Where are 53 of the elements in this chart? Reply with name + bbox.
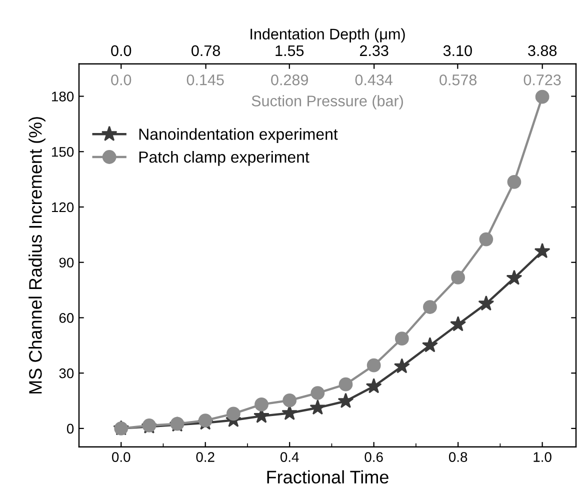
point <box>506 270 522 285</box>
annotation: 0.0 <box>111 74 132 86</box>
point <box>282 393 297 408</box>
x2-axis-title: Indentation Depth (μm) <box>250 28 405 42</box>
x2-tick-label: 0.0 <box>111 45 132 56</box>
annotation: 0.145 <box>186 74 224 86</box>
x-tick-label: 0.2 <box>196 452 214 462</box>
x-tick-label: 0.0 <box>112 452 130 462</box>
point <box>226 406 240 421</box>
point <box>366 378 382 394</box>
y-tick-label: 150 <box>52 146 74 157</box>
y-tick-label: 30 <box>59 368 74 378</box>
point <box>254 398 268 412</box>
x2-tick-label: 0.78 <box>192 45 220 56</box>
annotation: 0.578 <box>440 74 477 86</box>
x-tick-label: 0.6 <box>364 452 383 462</box>
point <box>422 337 438 352</box>
x-tick-label: 0.8 <box>448 452 468 462</box>
point <box>478 295 494 311</box>
annotation: 0.434 <box>355 74 392 86</box>
x-tick-label: 1.0 <box>534 452 552 462</box>
point <box>338 377 353 392</box>
y-tick-label: 120 <box>52 202 74 212</box>
x-tick-label: 0.4 <box>280 452 299 462</box>
y-tick-label: 60 <box>59 313 74 323</box>
point <box>338 392 354 408</box>
y-tick-label: 90 <box>59 258 74 268</box>
point <box>394 332 409 346</box>
point <box>366 358 381 372</box>
point <box>394 358 410 374</box>
x2-tick-label: 2.33 <box>360 45 388 56</box>
point <box>198 414 212 428</box>
point <box>450 316 466 332</box>
point <box>507 174 522 189</box>
annotation: 0.289 <box>271 74 308 86</box>
x-axis-title: Fractional Time <box>267 470 388 484</box>
point <box>423 300 437 314</box>
legend-label: Nanoindentation experiment <box>139 128 338 144</box>
x2-tick-label: 3.10 <box>443 45 472 56</box>
x2-tick-label: 1.55 <box>276 45 304 56</box>
y-tick-label: 180 <box>52 92 74 102</box>
legend-label: Patch clamp experiment <box>139 151 310 166</box>
point <box>479 232 494 246</box>
point <box>534 242 550 258</box>
annotation: 0.723 <box>524 74 561 86</box>
y-tick-label: 0 <box>66 424 74 434</box>
point <box>310 386 325 400</box>
point <box>535 90 550 104</box>
point <box>451 270 466 284</box>
annotation: Suction Pressure (bar) <box>252 95 403 110</box>
point <box>310 399 326 415</box>
x2-tick-label: 3.88 <box>528 45 557 56</box>
y-axis-title: MS Channel Radius Increment (%) <box>28 117 46 394</box>
